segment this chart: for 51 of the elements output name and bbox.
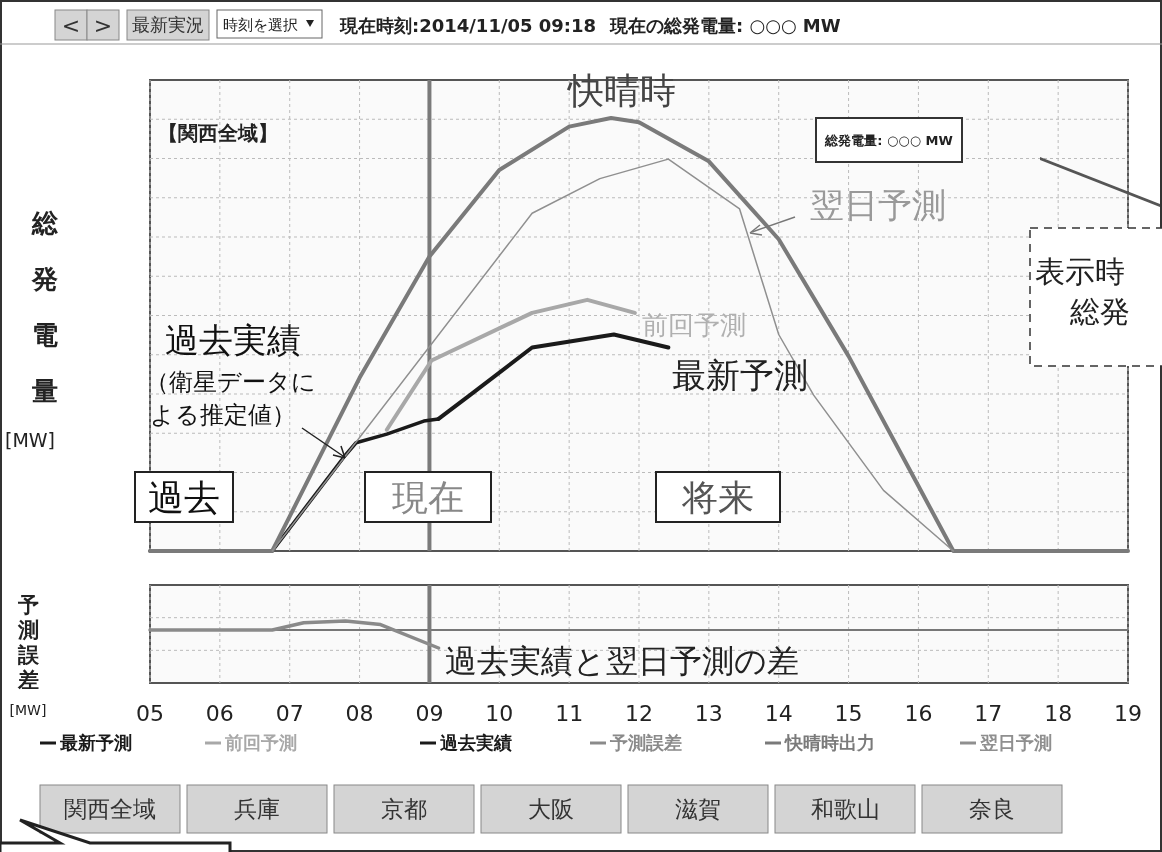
annotation: 現在 (392, 477, 464, 518)
annotation: 最新予測 (672, 355, 808, 395)
x-tick-label: 14 (764, 701, 793, 726)
legend-label: 前回予測 (224, 732, 297, 753)
x-tick-label: 15 (834, 701, 863, 726)
x-tick-label: 17 (974, 701, 1003, 726)
annotation: 過去実績と翌日予測の差 (445, 642, 799, 680)
legend-label: 過去実績 (439, 732, 512, 753)
annotation: 総発電量: ○○○ MW (824, 133, 953, 148)
annotation: 表示時 (1035, 254, 1125, 289)
legend-label: 予測誤差 (609, 732, 682, 753)
x-tick-label: 06 (205, 701, 234, 726)
legend-label: 翌日予測 (979, 732, 1052, 753)
text: 奈良 (969, 796, 1015, 823)
legend-label: 快晴時出力 (784, 732, 875, 753)
text: 和歌山 (810, 796, 880, 823)
text: < (61, 12, 81, 38)
text: > (93, 12, 113, 38)
annotation: 【関西全域】 (158, 121, 278, 145)
text: 大阪 (528, 796, 574, 823)
x-tick-label: 19 (1114, 701, 1142, 726)
text: 時刻を選択 (223, 16, 298, 34)
x-tick-label: 12 (625, 701, 653, 726)
text: 兵庫 (234, 796, 280, 823)
y-axis-title: 総発電量[MW] (4, 208, 59, 451)
x-tick-label: 07 (275, 701, 304, 726)
annotation: よる推定値） (150, 401, 296, 429)
text: 現在の総発電量: ○○○ MW (609, 15, 841, 36)
annotation: 過去 (148, 477, 220, 518)
annotation: 総発 (1069, 294, 1130, 329)
annotation: （衛星データに (145, 368, 316, 396)
x-tick-label: 08 (345, 701, 374, 726)
x-tick-label: 11 (555, 701, 584, 726)
x-tick-label: 09 (415, 701, 444, 726)
text: 快晴時 (566, 70, 676, 111)
annotation: 過去実績 (165, 320, 301, 360)
text: 関西全域 (64, 796, 156, 823)
annotation: 将来 (681, 477, 754, 518)
x-tick-label: 13 (694, 701, 723, 726)
x-tick-label: 05 (136, 701, 164, 726)
legend-label: 最新予測 (59, 732, 132, 753)
y-axis-title: 予測誤差[MW] (9, 593, 47, 718)
x-tick-label: 10 (485, 701, 514, 726)
x-tick-label: 16 (904, 701, 933, 726)
text: 京都 (381, 796, 427, 823)
text: 滋賀 (675, 796, 721, 823)
text: 現在時刻:2014/11/05 09:18 (339, 15, 597, 36)
annotation: 前回予測 (642, 310, 746, 340)
text: 最新実況 (132, 14, 204, 36)
annotation: 翌日予測 (810, 185, 946, 225)
x-tick-label: 18 (1044, 701, 1073, 726)
